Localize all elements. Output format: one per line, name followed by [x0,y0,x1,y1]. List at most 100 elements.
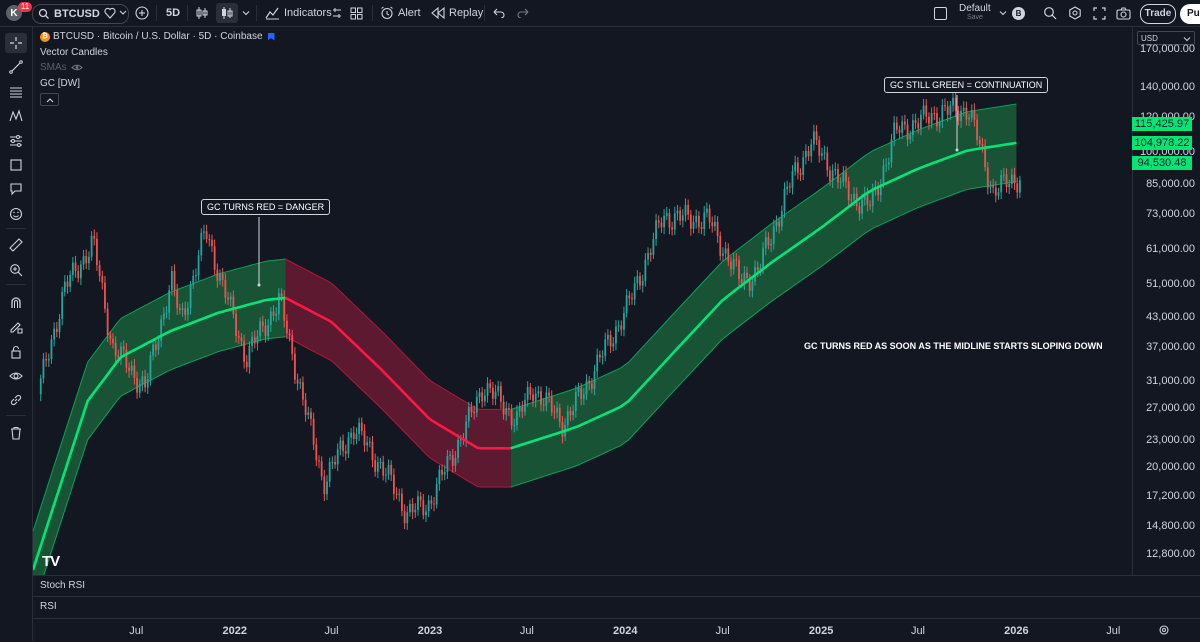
remove-drawings-tool[interactable] [5,423,27,443]
candle-body [154,344,157,350]
hide-drawings-tool[interactable] [5,366,27,386]
candle-body [224,279,227,298]
time-tick-label: 2025 [808,625,834,637]
layout-toggle[interactable] [934,0,947,26]
candle-body [85,256,88,264]
price-tick-label: 73,000.00 [1146,207,1195,220]
pattern-tool[interactable] [5,106,27,126]
replay-button[interactable]: Replay [431,0,483,26]
fib-tool[interactable] [5,82,27,102]
stoch-rsi-pane[interactable]: Stoch RSI [33,575,1200,597]
candle-body [227,297,229,300]
search-button[interactable] [1043,0,1057,26]
rectangle-icon [10,159,22,171]
forecast-tool[interactable] [5,131,27,151]
zoom-tool[interactable] [5,260,27,280]
layouts-button[interactable] [350,0,363,26]
candle-body [813,131,815,145]
indicators-button[interactable]: Indicators [265,0,332,26]
price-tick-label: 61,000.00 [1146,242,1195,255]
candle-body [178,308,181,310]
layout-name[interactable]: Default [959,3,991,14]
time-tick-label: 2024 [613,625,638,637]
candle-body [992,185,995,188]
candle-body [558,407,561,423]
quick-actions-button[interactable]: B [1012,0,1025,26]
candle-body [366,442,369,446]
symbol-search[interactable]: BTCUSD [32,4,129,24]
indicator-templates-button[interactable] [332,0,342,26]
candle-body [960,110,962,121]
candle-body [232,296,235,314]
magnet-tool[interactable] [5,293,27,313]
candles-style-button[interactable] [216,3,238,23]
snapshot-button[interactable] [1116,0,1131,26]
rsi-pane[interactable]: RSI [33,596,1200,618]
shapes-tool[interactable] [5,155,27,175]
redo-button[interactable] [517,0,529,26]
time-tick-label: Jul [129,625,144,637]
candle-body [957,110,960,121]
collapse-legend-button[interactable] [40,93,59,106]
note-gc-danger[interactable]: GC TURNS RED = DANGER [201,199,331,215]
measure-tool[interactable] [5,235,27,255]
candle-body [775,221,778,227]
price-axis[interactable]: USD 170,000.00140,000.00120,000.00100,00… [1132,27,1200,575]
flag-icon[interactable] [267,32,275,41]
candle-body [288,333,291,336]
layout-dropdown[interactable] [999,0,1007,26]
eye-icon[interactable] [70,63,83,72]
trade-button[interactable]: Trade [1140,4,1176,24]
price-chart[interactable]: ₿ BTCUSD · Bitcoin / U.S. Dollar · 5D · … [33,27,1132,575]
candle-body [315,444,318,461]
candle-body [794,162,797,172]
indicator-gc[interactable]: GC [DW] [40,78,80,89]
stay-drawing-tool[interactable] [5,317,27,337]
crosshair-tool[interactable] [5,33,27,53]
alert-button[interactable]: Alert [380,0,421,26]
candle-body [1019,180,1021,193]
interval-button[interactable]: 5D [166,7,181,19]
publish-button[interactable]: Pu [1180,4,1200,24]
bar-style-button[interactable] [195,0,209,26]
candle-body [524,399,526,412]
time-axis[interactable]: Jul 2022 Jul 2023 Jul 2024 Jul 2025 Jul 2026 Jul [33,618,1200,642]
candle-body [893,122,896,140]
add-symbol-button[interactable] [135,0,149,26]
compare-symbols-button[interactable] [104,0,128,26]
indicator-smas[interactable]: SMAs [40,62,83,73]
candle-body [534,393,537,401]
settings-gear-icon[interactable] [1158,624,1170,636]
candle-body [96,238,98,266]
note-midline-slope[interactable]: GC TURNS RED AS SOON AS THE MIDLINE STAR… [804,341,1103,351]
candle-body [831,170,834,182]
candle-body [259,321,262,337]
trend-line-tool[interactable] [5,57,27,77]
candle-body [326,481,328,495]
candle-body [516,411,518,426]
note-gc-continuation[interactable]: GC STILL GREEN = CONTINUATION [884,77,1049,93]
sync-drawings-tool[interactable] [5,390,27,410]
candle-body [746,272,748,279]
candle-body [815,131,818,141]
settings-button[interactable] [1068,0,1082,26]
currency-select[interactable]: USD [1137,31,1195,45]
indicator-vector-candles[interactable]: Vector Candles [40,47,108,58]
candle-body [655,220,657,240]
candle-body [569,411,572,416]
pattern-icon [9,109,23,122]
candle-body [401,493,403,511]
candle-body [101,275,104,283]
fullscreen-button[interactable] [1093,0,1106,26]
candle-body [601,356,604,358]
price-tick-label: 12,800.00 [1146,548,1195,561]
candle-body [949,105,952,115]
annotation-tool[interactable] [5,179,27,199]
icon-tool[interactable] [5,204,27,224]
lock-drawings-tool[interactable] [5,342,27,362]
chart-type-dropdown[interactable] [242,0,250,26]
candle-body [112,339,114,344]
candle-body [582,394,585,399]
candle-body [427,500,430,512]
undo-button[interactable] [493,0,505,26]
